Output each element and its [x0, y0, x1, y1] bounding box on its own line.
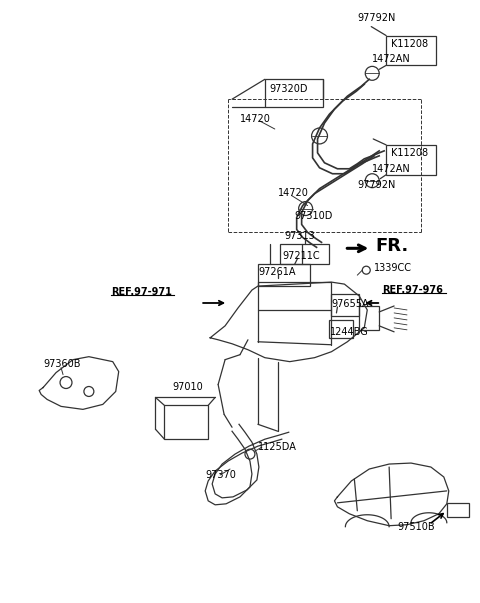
Text: 97510B: 97510B — [397, 522, 435, 532]
Text: 97261A: 97261A — [258, 267, 295, 277]
Bar — [280, 244, 329, 264]
Text: 1472AN: 1472AN — [372, 54, 411, 65]
Text: K11208: K11208 — [391, 39, 428, 48]
Bar — [265, 79, 323, 107]
Text: 1125DA: 1125DA — [258, 442, 297, 452]
Text: 14720: 14720 — [240, 114, 271, 124]
Bar — [386, 145, 436, 175]
Text: 97792N: 97792N — [357, 13, 396, 23]
Text: 97360B: 97360B — [43, 359, 81, 368]
Text: 1339CC: 1339CC — [374, 263, 412, 273]
Text: 1472AN: 1472AN — [372, 164, 411, 174]
Bar — [258, 264, 310, 286]
Text: K11208: K11208 — [391, 148, 428, 158]
Text: 97313: 97313 — [285, 232, 315, 241]
Text: REF.97-976: REF.97-976 — [382, 285, 443, 295]
Text: 97010: 97010 — [172, 382, 203, 393]
Bar — [360, 306, 379, 330]
Text: 1244BG: 1244BG — [329, 327, 368, 337]
Text: 97370: 97370 — [205, 470, 236, 480]
Text: 97310D: 97310D — [295, 210, 333, 221]
Text: 97320D: 97320D — [270, 84, 308, 94]
Text: 97211C: 97211C — [283, 251, 320, 261]
Bar — [332, 294, 360, 316]
Text: FR.: FR. — [375, 238, 408, 255]
Text: 97655A: 97655A — [332, 299, 369, 309]
Bar — [386, 36, 436, 65]
Text: 14720: 14720 — [278, 188, 309, 198]
Text: 97792N: 97792N — [357, 180, 396, 190]
Bar — [329, 320, 353, 338]
Bar — [447, 503, 468, 517]
Text: REF.97-971: REF.97-971 — [111, 287, 172, 297]
Bar — [258, 282, 332, 310]
Bar — [165, 405, 208, 439]
